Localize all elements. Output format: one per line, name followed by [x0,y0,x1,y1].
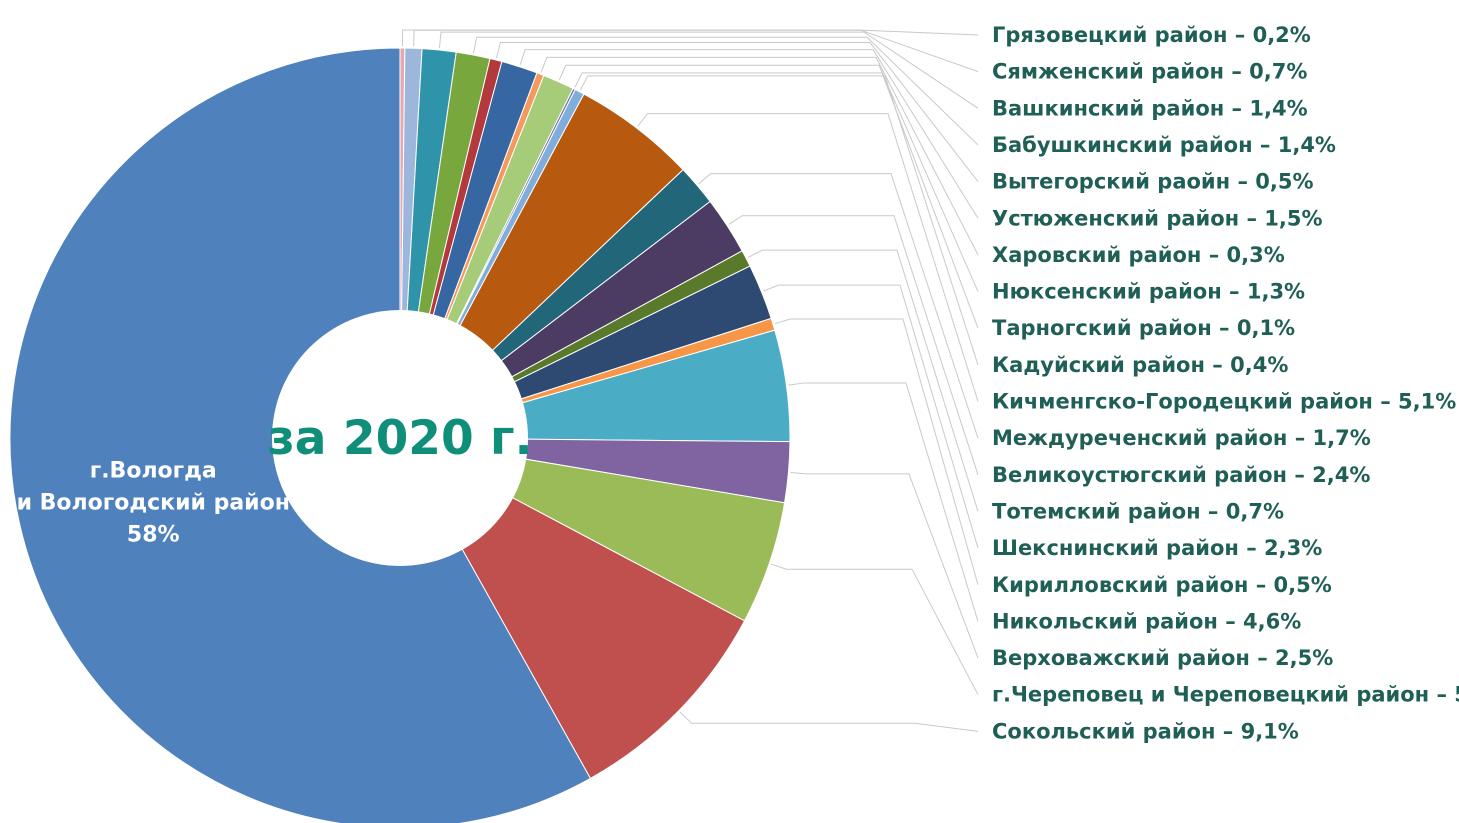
legend-label-13: Великоустюгский район – 2,4% [992,463,1370,487]
legend-label-20: Сокольский район – 9,1% [992,719,1299,743]
leader-line-7 [540,56,979,256]
legend-label-15: Шекснинский район – 2,3% [992,536,1322,560]
leader-line-15 [763,284,979,549]
leader-line-17 [788,382,979,622]
legend-label-18: Верховажский район – 2,5% [992,646,1333,670]
leader-line-11 [637,113,979,402]
big-slice-label-line-0: г.Вологда [90,458,217,483]
leader-line-13 [728,215,979,475]
legend-label-8: Нюксенский район – 1,3% [992,280,1305,304]
legend-label-7: Харовский район – 0,3% [992,243,1285,267]
leader-line-20 [679,711,979,732]
legend-label-11: Кичменгско-Городецкий район – 5,1% [992,390,1456,414]
legend-label-3: Вашкинский район – 1,4% [992,96,1308,120]
leader-line-8 [558,64,979,292]
legend-label-19: г.Череповец и Череповецкий район – 5,1% [992,683,1459,707]
leader-line-5 [495,42,979,182]
leader-line-4 [473,36,979,146]
legend-label-5: Вытегорский раойн – 0,5% [992,170,1314,194]
big-slice-label: г.Вологда и Вологодский район 58% [17,458,290,547]
leader-line-16 [774,318,979,585]
center-label: за 2020 г. [268,411,533,466]
legend-label-14: Тотемский район – 0,7% [992,499,1284,523]
big-slice-label-line-1: и Вологодский район [17,490,290,515]
legend-labels: Грязовецкий район – 0,2% Сямженский район… [992,23,1459,743]
donut-hole [272,310,528,566]
legend-label-12: Междуреченский район – 1,7% [992,426,1371,450]
leader-line-14 [747,249,979,512]
big-slice-label-line-2: 58% [127,522,180,547]
legend-label-10: Кадуйский район – 0,4% [992,353,1288,377]
leader-line-12 [698,173,979,439]
legend-label-2: Сямженский район – 0,7% [992,60,1307,84]
leader-line-19 [771,563,979,695]
legend-label-16: Кирилловский район – 0,5% [992,573,1332,597]
leader-line-10 [580,75,979,366]
leader-lines [401,29,979,732]
legend-label-17: Никольский район – 4,6% [992,609,1301,633]
leader-line-3 [438,31,979,109]
legend-label-6: Устюженский район – 1,5% [992,206,1323,230]
legend-label-1: Грязовецкий район – 0,2% [992,23,1311,47]
leader-line-2 [413,29,979,73]
legend-label-4: Бабушкинский район – 1,4% [992,133,1336,157]
legend-label-9: Тарногский район – 0,1% [992,316,1295,340]
leader-line-6 [519,49,979,219]
leader-line-18 [790,472,979,659]
leader-line-9 [574,72,979,329]
